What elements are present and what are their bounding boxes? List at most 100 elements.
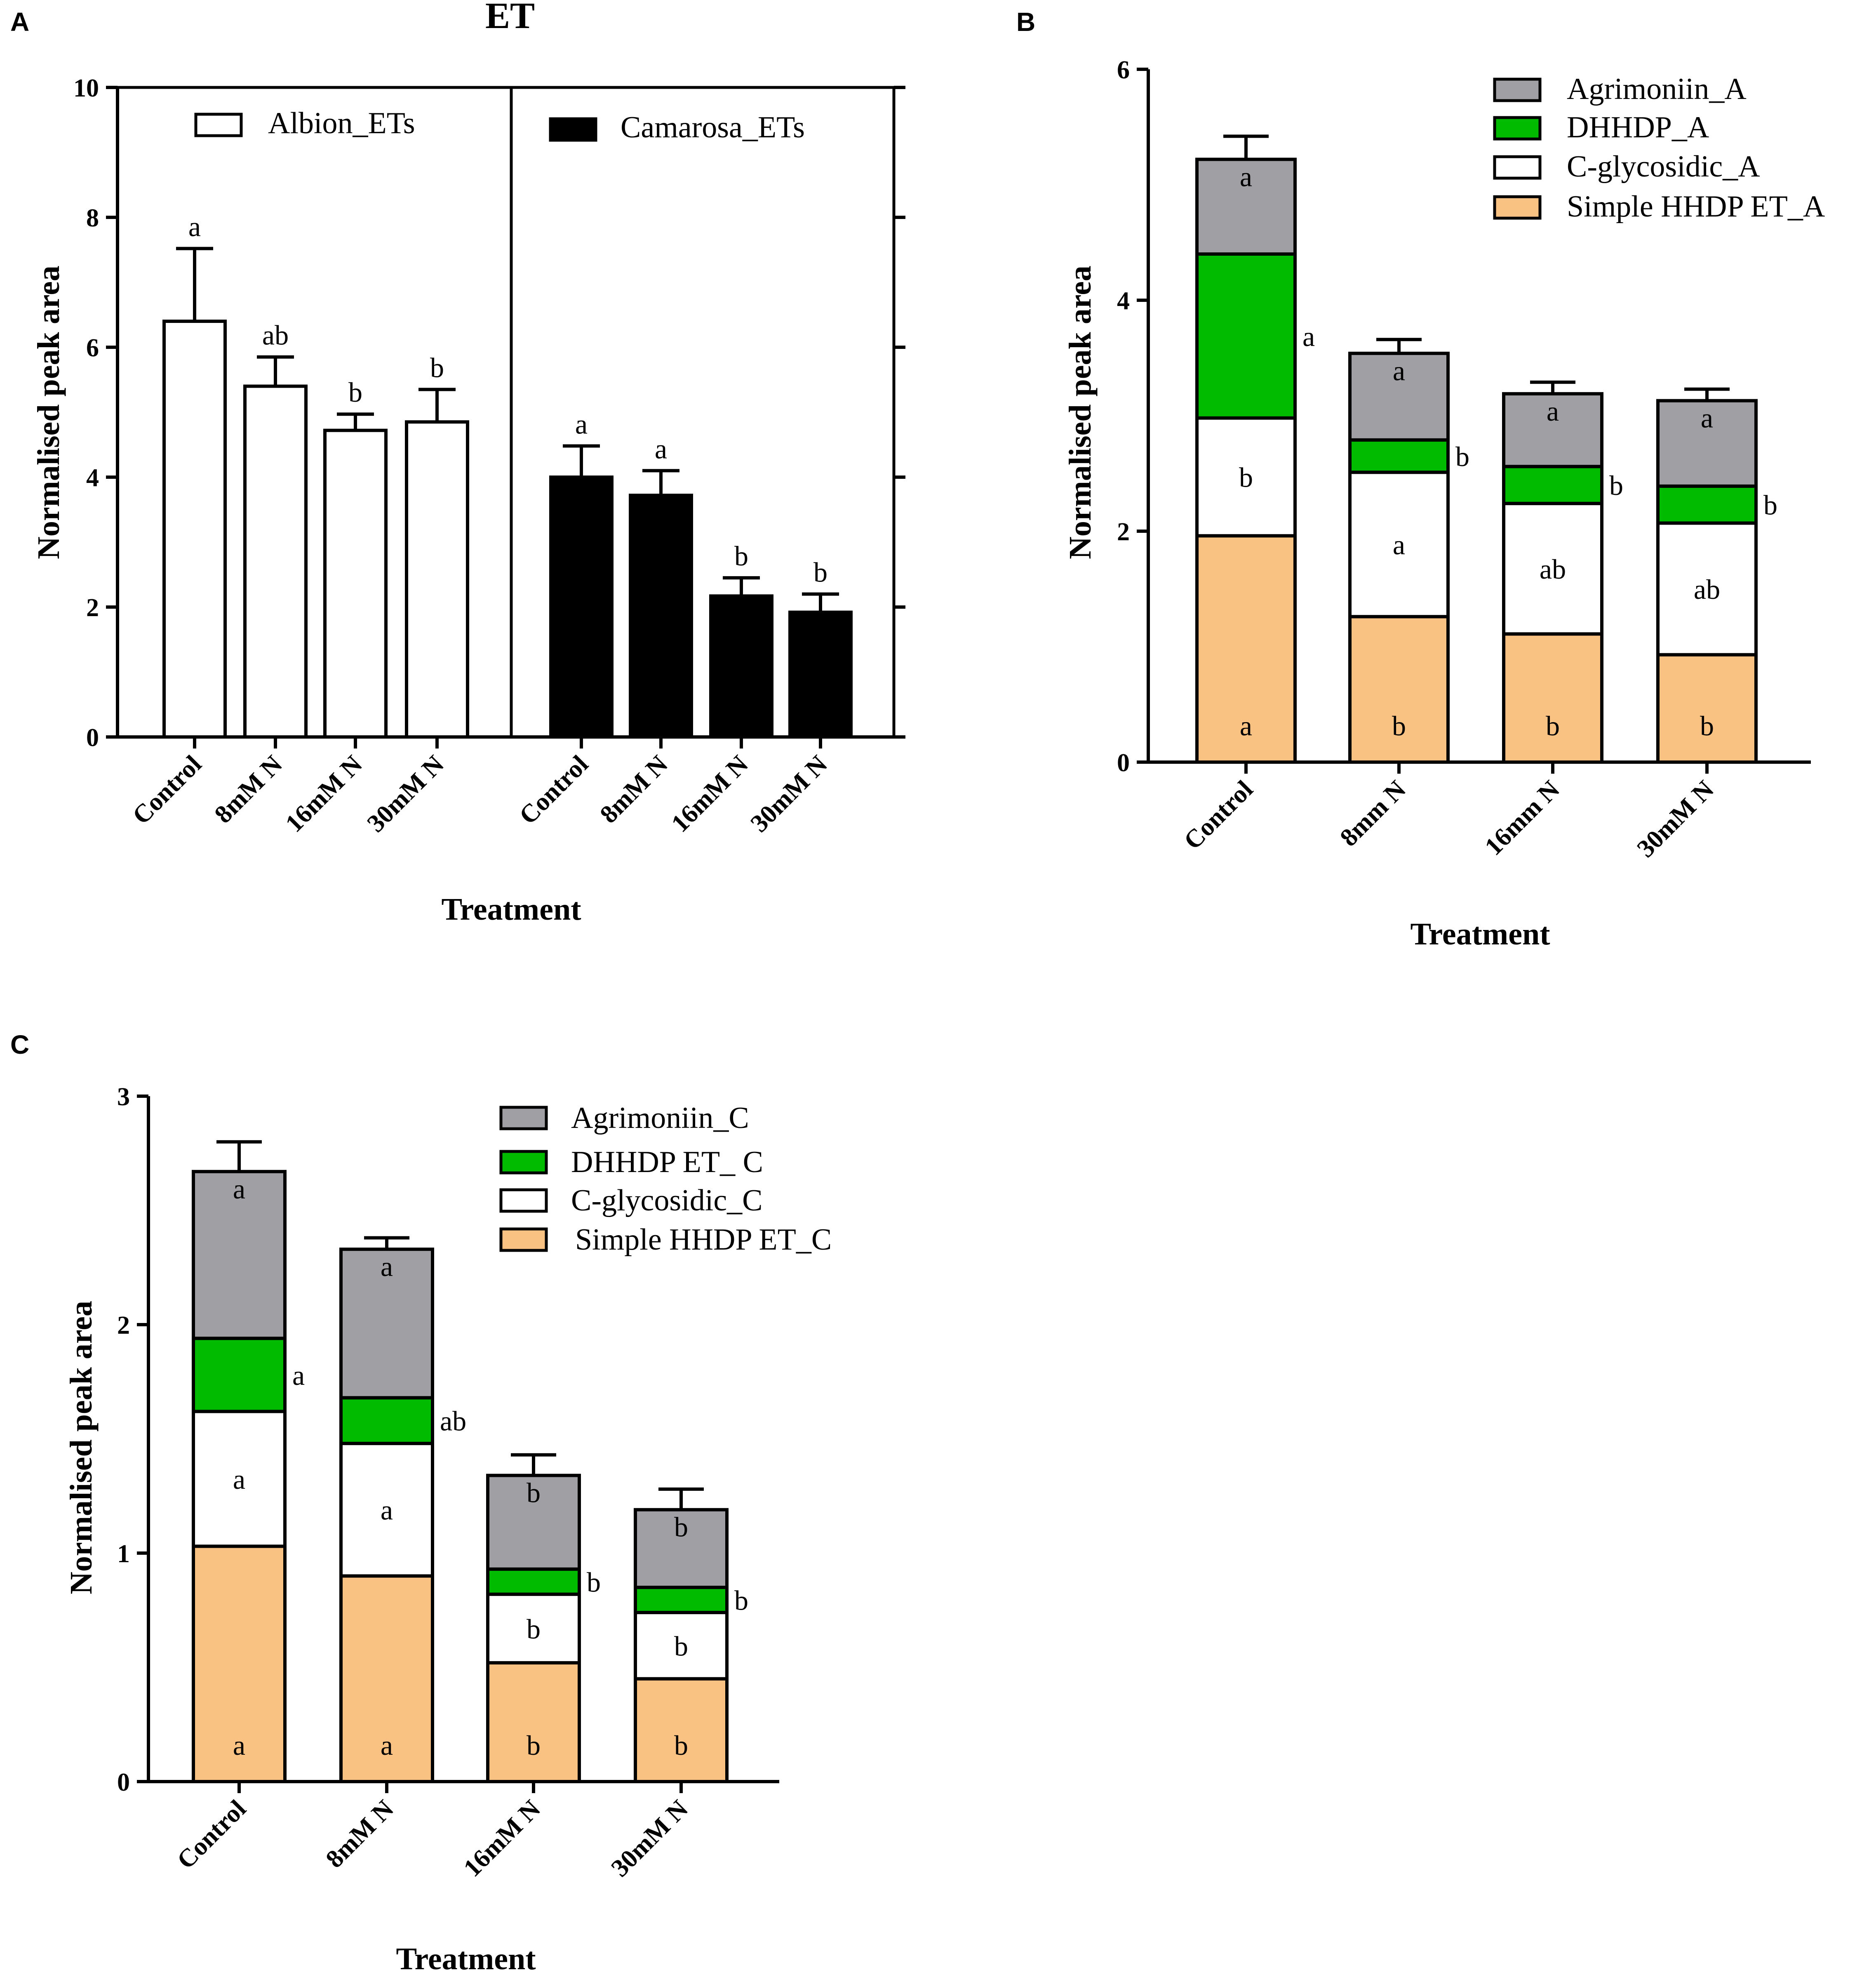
x-tick-label-30mm-n-7: 30mM N (745, 750, 832, 838)
segment-simple-hhdp-et-a-16mm-n-letter: b (1546, 710, 1560, 742)
segment-simple-hhdp-et-a-30mm-n (1656, 653, 1758, 764)
segment-c-glycosidic-a-control-letter: b (1239, 461, 1253, 493)
legend-swatch-dhhdp-a (1493, 116, 1542, 141)
bar-camarosa-ets-16mm-n-letter: b (734, 540, 748, 572)
x-tick-label-30mm-n-3: 30mM N (1632, 775, 1719, 863)
segment-agrimoniin-a-30mm-n-letter: a (1701, 403, 1713, 434)
y-tick-label-0: 0 (86, 724, 99, 752)
x-tick-label-30mm-n-3: 30mM N (606, 1795, 693, 1882)
segment-simple-hhdp-et-a-control (1195, 534, 1297, 764)
x-tick-label-control-0: Control (1178, 775, 1258, 855)
x-tick-label-8mm-n-1: 8mM N (320, 1795, 399, 1874)
panel-b-letter: B (1016, 7, 1035, 37)
segment-c-glycosidic-a-30mm-n-letter: ab (1694, 574, 1720, 605)
segment-simple-hhdp-et-c-control-letter: a (233, 1730, 245, 1761)
legend-label-c-glycosidic-a: C-glycosidic_A (1567, 150, 1760, 184)
y-tick-label-2: 4 (1117, 287, 1130, 315)
y-tick-label-3: 6 (86, 334, 99, 362)
segment-c-glycosidic-a-8mm-n-letter: a (1393, 529, 1405, 560)
segment-simple-hhdp-et-a-16mm-n (1502, 632, 1603, 764)
bar-camarosa-ets-30mm-n (788, 610, 853, 739)
x-tick-label-control-4: Control (514, 750, 593, 830)
segment-c-glycosidic-c-control-letter: a (233, 1464, 245, 1495)
y-tick-label-0: 0 (1117, 749, 1130, 777)
segment-agrimoniin-c-16mm-n (486, 1474, 581, 1571)
bar-albion-ets-16mm-n (323, 428, 388, 739)
segment-dhhdp-a-16mm-n-letter: b (1609, 470, 1623, 501)
legend-label-dhhdp-a: DHHDP_A (1567, 111, 1709, 144)
segment-dhhdp-a-8mm-n (1348, 438, 1450, 474)
y-tick-label-3: 6 (1117, 56, 1130, 84)
legend-label-camarosa: Camarosa_ETs (621, 111, 805, 144)
panel-b-y-axis-title: Normalised peak area (1063, 266, 1098, 559)
x-tick-label-16mm-n-2: 16mM N (280, 750, 367, 838)
legend-label-dhhdp-c: DHHDP ET_ C (571, 1145, 763, 1179)
segment-simple-hhdp-et-c-30mm-n (634, 1677, 729, 1783)
legend-swatch-albion (194, 113, 243, 137)
legend-swatch-simple-hhdp-a (1493, 195, 1542, 220)
legend-swatch-camarosa (549, 117, 597, 142)
segment-simple-hhdp-et-c-8mm-n-letter: a (381, 1730, 393, 1761)
x-tick-label-8mm-n-1: 8mm N (1335, 775, 1411, 852)
segment-simple-hhdp-et-a-control-letter: a (1240, 710, 1252, 742)
segment-simple-hhdp-et-a-30mm-n-letter: b (1700, 710, 1714, 742)
segment-c-glycosidic-a-16mm-n-letter: ab (1540, 553, 1566, 585)
segment-agrimoniin-c-8mm-n (339, 1248, 434, 1400)
segment-simple-hhdp-et-c-control (192, 1544, 287, 1783)
x-tick-label-control-0: Control (172, 1795, 251, 1874)
legend-swatch-c-glycosidic-c (499, 1188, 548, 1213)
segment-dhhdp-et-c-30mm-n-letter: b (734, 1585, 748, 1616)
segment-dhhdp-et-c-control (192, 1337, 287, 1413)
x-tick-label-16mm-n-2: 16mm N (1479, 775, 1565, 861)
panel-c-y-axis-title: Normalised peak area (64, 1301, 99, 1594)
legend-label-simple-hhdp-a: Simple HHDP ET_A (1567, 190, 1825, 224)
bar-camarosa-ets-8mm-n (629, 494, 693, 739)
panel-b-x-axis-title: Treatment (1410, 917, 1550, 951)
panel-c: C 0 1 2 3 a a a a Control a a ab a 8mM N b b b b 16mM N b b b… (10, 1030, 832, 1975)
segment-c-glycosidic-a-control (1195, 416, 1297, 538)
bar-camarosa-ets-30mm-n-letter: b (813, 557, 828, 588)
segment-agrimoniin-a-8mm-n (1348, 351, 1450, 442)
bar-camarosa-ets-8mm-n-letter: a (655, 433, 667, 464)
panel-a-title: ET (485, 0, 535, 36)
segment-dhhdp-a-30mm-n (1656, 484, 1758, 525)
bar-albion-ets-control-letter: a (188, 211, 201, 242)
legend-swatch-dhhdp-c (499, 1150, 548, 1175)
legend-label-agrimoniin-a: Agrimoniin_A (1567, 72, 1747, 106)
segment-c-glycosidic-c-control (192, 1410, 287, 1548)
segment-agrimoniin-c-16mm-n-letter: b (527, 1477, 541, 1509)
y-tick-label-5: 10 (73, 74, 99, 102)
bar-albion-ets-8mm-n (243, 384, 308, 739)
segment-dhhdp-a-8mm-n-letter: b (1455, 441, 1469, 472)
segment-agrimoniin-c-30mm-n-letter: b (674, 1511, 688, 1543)
legend-swatch-agrimoniin-a (1493, 78, 1542, 102)
y-tick-label-1: 2 (86, 594, 99, 622)
y-tick-label-0: 0 (117, 1768, 130, 1796)
panel-c-x-axis-title: Treatment (396, 1942, 536, 1975)
segment-simple-hhdp-et-c-30mm-n-letter: b (674, 1730, 688, 1761)
x-tick-label-30mm-n-3: 30mM N (362, 750, 449, 838)
bar-camarosa-ets-control (549, 476, 614, 739)
legend-swatch-agrimoniin-c (499, 1106, 548, 1130)
bar-albion-ets-8mm-n-letter: ab (262, 320, 289, 351)
segment-dhhdp-et-c-30mm-n (634, 1586, 729, 1615)
segment-agrimoniin-a-16mm-n-letter: a (1547, 395, 1559, 427)
bar-camarosa-ets-control-letter: a (575, 408, 588, 440)
y-tick-label-2: 4 (86, 464, 99, 492)
legend-label-agrimoniin-c: Agrimoniin_C (571, 1101, 749, 1135)
legend-label-albion: Albion_ETs (268, 106, 415, 140)
segment-agrimoniin-a-control-letter: a (1240, 161, 1252, 192)
segment-c-glycosidic-a-30mm-n (1656, 521, 1758, 657)
segment-dhhdp-a-30mm-n-letter: b (1763, 490, 1777, 521)
segment-dhhdp-et-c-control-letter: a (292, 1360, 305, 1391)
y-tick-label-1: 2 (1117, 518, 1130, 546)
segment-dhhdp-a-control (1195, 252, 1297, 420)
segment-c-glycosidic-c-16mm-n (486, 1592, 581, 1664)
segment-agrimoniin-c-8mm-n-letter: a (381, 1251, 393, 1282)
x-tick-label-8mm-n-5: 8mM N (595, 750, 673, 829)
